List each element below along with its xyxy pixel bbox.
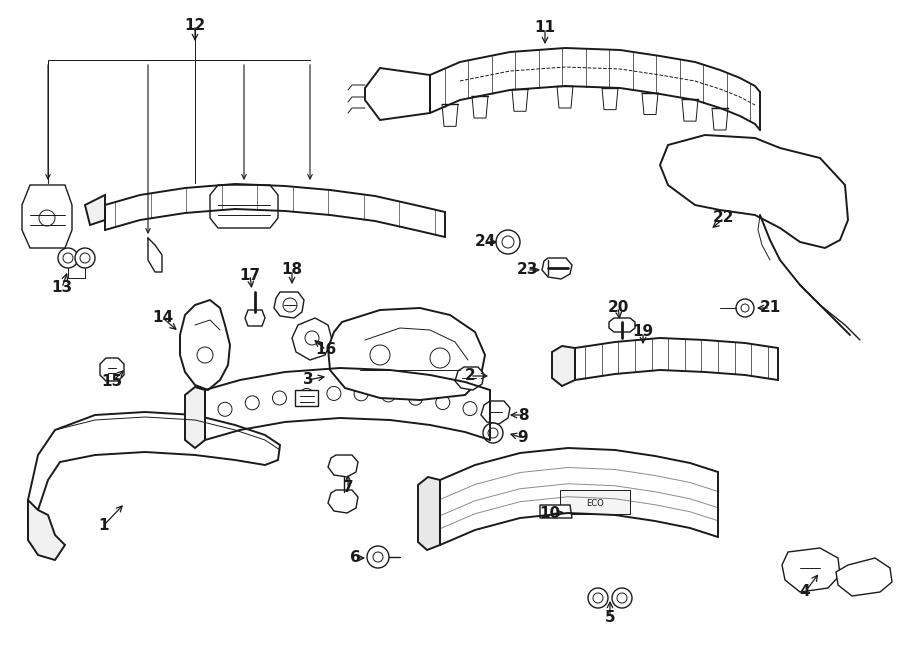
Circle shape — [382, 388, 395, 402]
Circle shape — [327, 387, 341, 401]
Polygon shape — [552, 346, 575, 386]
Text: 7: 7 — [343, 481, 354, 496]
Circle shape — [436, 395, 450, 410]
Circle shape — [39, 210, 55, 226]
Text: 20: 20 — [608, 299, 629, 315]
Circle shape — [245, 396, 259, 410]
Text: 16: 16 — [315, 342, 337, 358]
Circle shape — [741, 304, 749, 312]
Text: 23: 23 — [517, 262, 537, 278]
Polygon shape — [365, 68, 430, 120]
Circle shape — [218, 403, 232, 416]
Circle shape — [373, 552, 383, 562]
Text: 1: 1 — [99, 518, 109, 533]
Polygon shape — [292, 318, 332, 360]
Text: 9: 9 — [518, 430, 528, 446]
Text: 15: 15 — [102, 375, 122, 389]
Circle shape — [617, 593, 627, 603]
Polygon shape — [210, 185, 278, 228]
Circle shape — [283, 298, 297, 312]
Circle shape — [367, 546, 389, 568]
Circle shape — [305, 331, 319, 345]
Polygon shape — [418, 477, 440, 550]
Text: 24: 24 — [474, 235, 496, 249]
Polygon shape — [481, 401, 510, 424]
Text: 3: 3 — [302, 373, 313, 387]
Polygon shape — [245, 310, 265, 326]
Circle shape — [354, 387, 368, 401]
Polygon shape — [609, 318, 635, 332]
Circle shape — [463, 402, 477, 416]
Text: 18: 18 — [282, 262, 302, 278]
Circle shape — [75, 248, 95, 268]
Text: 14: 14 — [152, 311, 174, 325]
Polygon shape — [540, 505, 572, 518]
Polygon shape — [22, 185, 72, 248]
Polygon shape — [85, 195, 105, 225]
Circle shape — [409, 391, 423, 405]
Circle shape — [63, 253, 73, 263]
Polygon shape — [455, 367, 484, 390]
Polygon shape — [28, 412, 280, 530]
Polygon shape — [274, 292, 304, 318]
Circle shape — [300, 389, 314, 403]
Circle shape — [430, 348, 450, 368]
Text: 10: 10 — [539, 506, 561, 522]
Circle shape — [736, 299, 754, 317]
Polygon shape — [836, 558, 892, 596]
Circle shape — [588, 588, 608, 608]
Text: 8: 8 — [518, 407, 528, 422]
Circle shape — [370, 345, 390, 365]
Circle shape — [488, 428, 498, 438]
Text: 4: 4 — [800, 584, 810, 600]
Circle shape — [80, 253, 90, 263]
Bar — [560, 490, 630, 514]
Text: 22: 22 — [713, 210, 734, 225]
Text: 17: 17 — [239, 268, 261, 282]
Circle shape — [197, 347, 213, 363]
Polygon shape — [185, 387, 205, 448]
Text: 19: 19 — [633, 325, 653, 340]
Polygon shape — [328, 455, 358, 477]
Text: 6: 6 — [349, 551, 360, 566]
Text: 5: 5 — [605, 611, 616, 625]
Circle shape — [496, 230, 520, 254]
Circle shape — [273, 391, 286, 405]
Text: ECO: ECO — [586, 500, 604, 508]
Text: 11: 11 — [535, 20, 555, 36]
Polygon shape — [782, 548, 840, 592]
Polygon shape — [295, 390, 318, 406]
Circle shape — [612, 588, 632, 608]
Polygon shape — [100, 358, 124, 381]
Polygon shape — [542, 258, 572, 279]
Text: 2: 2 — [464, 368, 475, 383]
Polygon shape — [28, 500, 65, 560]
Text: 21: 21 — [760, 301, 780, 315]
Text: 12: 12 — [184, 17, 205, 32]
Circle shape — [58, 248, 78, 268]
Polygon shape — [328, 308, 485, 400]
Circle shape — [483, 423, 503, 443]
Text: 13: 13 — [51, 280, 73, 295]
Polygon shape — [328, 490, 358, 513]
Polygon shape — [660, 135, 848, 248]
Polygon shape — [180, 300, 230, 390]
Circle shape — [593, 593, 603, 603]
Circle shape — [502, 236, 514, 248]
